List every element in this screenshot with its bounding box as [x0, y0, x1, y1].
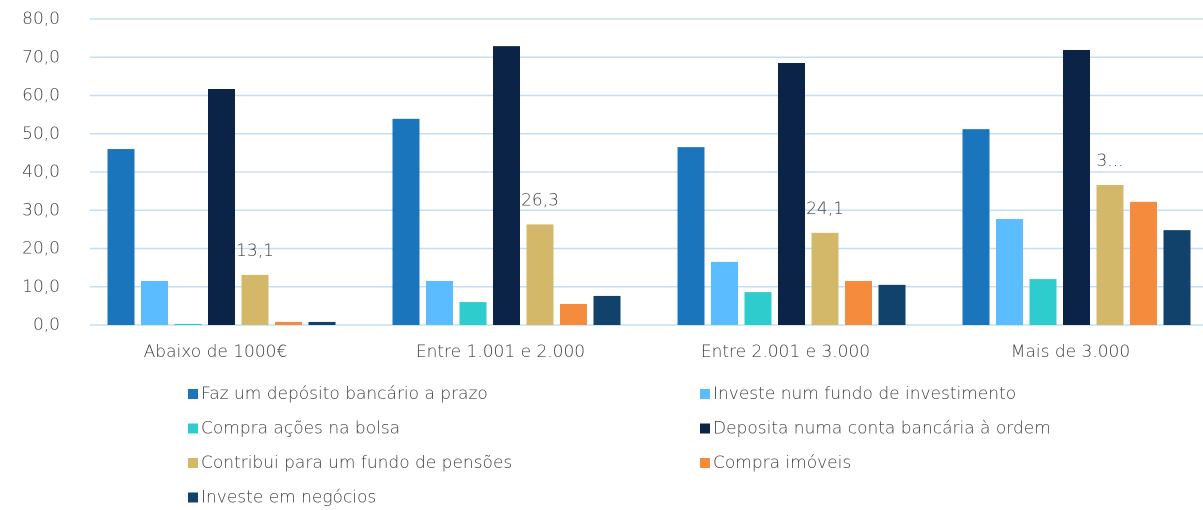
bar — [392, 118, 420, 326]
bar — [711, 261, 738, 325]
y-tick-label: 60,0 — [22, 86, 60, 106]
x-tick-label: Mais de 3.000 — [1011, 342, 1130, 362]
y-tick-label: 50,0 — [22, 124, 60, 144]
bar — [208, 88, 235, 325]
bar — [560, 303, 587, 325]
legend-label: Faz um depósito bancário a prazo — [201, 384, 488, 404]
bar — [459, 302, 487, 325]
bar — [1029, 279, 1057, 325]
bar — [107, 149, 135, 325]
bar — [744, 292, 772, 325]
legend-swatch — [188, 389, 198, 399]
bar — [677, 147, 705, 325]
legend-swatch — [188, 423, 198, 434]
bar — [962, 129, 990, 325]
legend-label: Contribui para um fundo de pensões — [201, 453, 512, 473]
bar — [426, 281, 453, 325]
data-label: 26,3 — [521, 190, 559, 210]
legend-label: Investe num fundo de investimento — [713, 384, 1016, 404]
legend-swatch — [700, 389, 710, 399]
x-tick-label: Abaixo de 1000€ — [144, 342, 288, 362]
legend-swatch — [188, 458, 198, 468]
bar — [493, 46, 520, 325]
bar — [275, 321, 302, 325]
data-label: 3... — [1096, 151, 1123, 171]
bar — [1163, 230, 1191, 325]
bar — [141, 281, 168, 325]
legend-label: Investe em negócios — [201, 488, 376, 508]
y-tick-label: 20,0 — [22, 239, 60, 259]
x-tick-label: Entre 1.001 e 2.000 — [416, 342, 585, 362]
bar — [593, 295, 621, 325]
y-tick-label: 30,0 — [22, 200, 60, 220]
bar — [778, 62, 805, 326]
y-tick-label: 0,0 — [33, 315, 60, 335]
bar — [996, 219, 1023, 325]
x-tick-label: Entre 2.001 e 3.000 — [701, 342, 870, 362]
legend-swatch — [700, 423, 710, 434]
data-label: 13,1 — [236, 241, 274, 261]
bar — [1096, 185, 1124, 325]
legend-label: Deposita numa conta bancária à ordem — [713, 419, 1051, 439]
y-tick-label: 80,0 — [22, 9, 60, 29]
bar — [811, 232, 839, 325]
legend-swatch — [700, 458, 710, 468]
bar — [526, 224, 554, 325]
legend-label: Compra imóveis — [713, 453, 851, 473]
bar — [1130, 201, 1157, 325]
bar — [878, 284, 906, 325]
bar — [174, 323, 202, 325]
bar — [845, 281, 872, 325]
legend-swatch — [188, 492, 198, 503]
y-tick-label: 10,0 — [22, 277, 60, 297]
y-tick-label: 40,0 — [22, 162, 60, 182]
legend-label: Compra ações na bolsa — [201, 419, 400, 439]
y-tick-label: 70,0 — [22, 47, 60, 67]
bar — [1063, 49, 1090, 326]
bar — [308, 321, 336, 325]
bar — [241, 274, 269, 325]
data-label: 24,1 — [806, 199, 844, 219]
